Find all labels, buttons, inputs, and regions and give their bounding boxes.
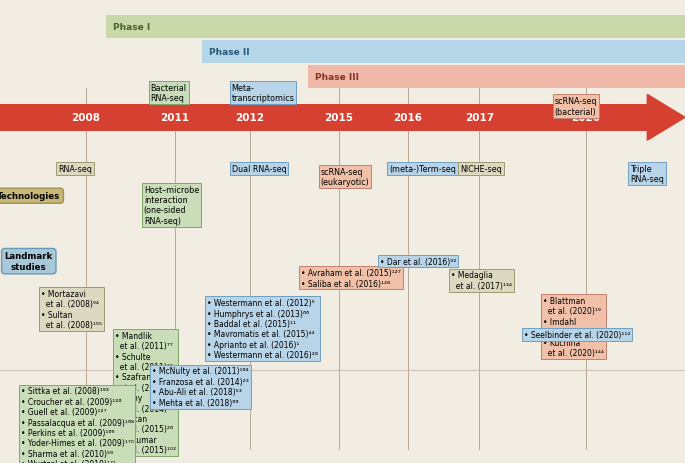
Text: RNA-seq: RNA-seq <box>58 164 92 173</box>
Text: 2020: 2020 <box>571 113 600 123</box>
Text: • Mortazavi
  et al. (2008)⁹⁴
• Sultan
  et al. (2008)¹⁵⁵: • Mortazavi et al. (2008)⁹⁴ • Sultan et … <box>41 289 102 330</box>
Text: Triple
RNA-seq: Triple RNA-seq <box>630 164 664 184</box>
Text: NICHE-seq: NICHE-seq <box>460 164 502 173</box>
Text: Technologies: Technologies <box>0 192 60 201</box>
Text: • Sittka et al. (2008)¹⁹³
• Croucher et al. (2009)¹²⁶
• Guell et al. (2009)¹²⁷
•: • Sittka et al. (2008)¹⁹³ • Croucher et … <box>21 387 134 463</box>
Text: • McNulty et al. (2011)¹⁶⁴
• Franzosa et al. (2014)²³
• Abu-Ali et al. (2018)⁵³
: • McNulty et al. (2011)¹⁶⁴ • Franzosa et… <box>152 367 249 407</box>
FancyArrow shape <box>647 95 685 141</box>
Text: 2008: 2008 <box>71 113 100 123</box>
Text: 2017: 2017 <box>465 113 494 123</box>
Text: scRNA-seq
(eukaryotic): scRNA-seq (eukaryotic) <box>321 168 369 187</box>
Text: Bacterial
RNA-seq: Bacterial RNA-seq <box>151 83 187 103</box>
Text: scRNA-seq
(bacterial): scRNA-seq (bacterial) <box>555 97 597 117</box>
Text: Meta-
transcriptomics: Meta- transcriptomics <box>232 83 295 103</box>
Text: (meta-)Term-seq: (meta-)Term-seq <box>389 164 456 173</box>
Text: 2016: 2016 <box>393 113 422 123</box>
Text: • Seelbinder et al. (2020)¹¹²: • Seelbinder et al. (2020)¹¹² <box>524 330 630 339</box>
Text: • Westermann et al. (2012)⁵
• Humphrys et al. (2013)⁶⁶
• Baddal et al. (2015)¹¹
: • Westermann et al. (2012)⁵ • Humphrys e… <box>207 299 318 359</box>
Text: Phase I: Phase I <box>113 23 150 32</box>
Text: 2011: 2011 <box>160 113 189 123</box>
Text: • Dar et al. (2016)⁹²: • Dar et al. (2016)⁹² <box>380 257 456 266</box>
Bar <box>106 16 685 39</box>
Text: • Blattman
  et al. (2020)¹⁹
• Imdahl
  et al. (2020)¹⁴⁰
• Kuchina
  et al. (202: • Blattman et al. (2020)¹⁹ • Imdahl et a… <box>543 296 604 357</box>
Text: 2015: 2015 <box>325 113 353 123</box>
Text: Host–microbe
interaction
(one-sided
RNA-seq): Host–microbe interaction (one-sided RNA-… <box>144 185 199 225</box>
Text: Landmark
studies: Landmark studies <box>5 252 53 271</box>
Bar <box>202 41 685 64</box>
Bar <box>0 105 647 131</box>
Text: Dual RNA-seq: Dual RNA-seq <box>232 164 286 173</box>
Text: • Medaglia
  et al. (2017)¹³⁴: • Medaglia et al. (2017)¹³⁴ <box>451 271 512 290</box>
Text: Phase III: Phase III <box>315 73 359 82</box>
Text: • Avraham et al. (2015)¹²⁷
• Saliba et al. (2016)¹²⁸: • Avraham et al. (2015)¹²⁷ • Saliba et a… <box>301 269 401 288</box>
Text: • Mandlik
  et al. (2011)⁷⁷
• Schulte
  et al. (2011)¹⁰
• Szafranska
  et al. (2: • Mandlik et al. (2011)⁷⁷ • Schulte et a… <box>115 331 176 454</box>
Text: 2012: 2012 <box>236 113 264 123</box>
Text: Phase II: Phase II <box>209 48 249 57</box>
Bar <box>308 66 685 89</box>
